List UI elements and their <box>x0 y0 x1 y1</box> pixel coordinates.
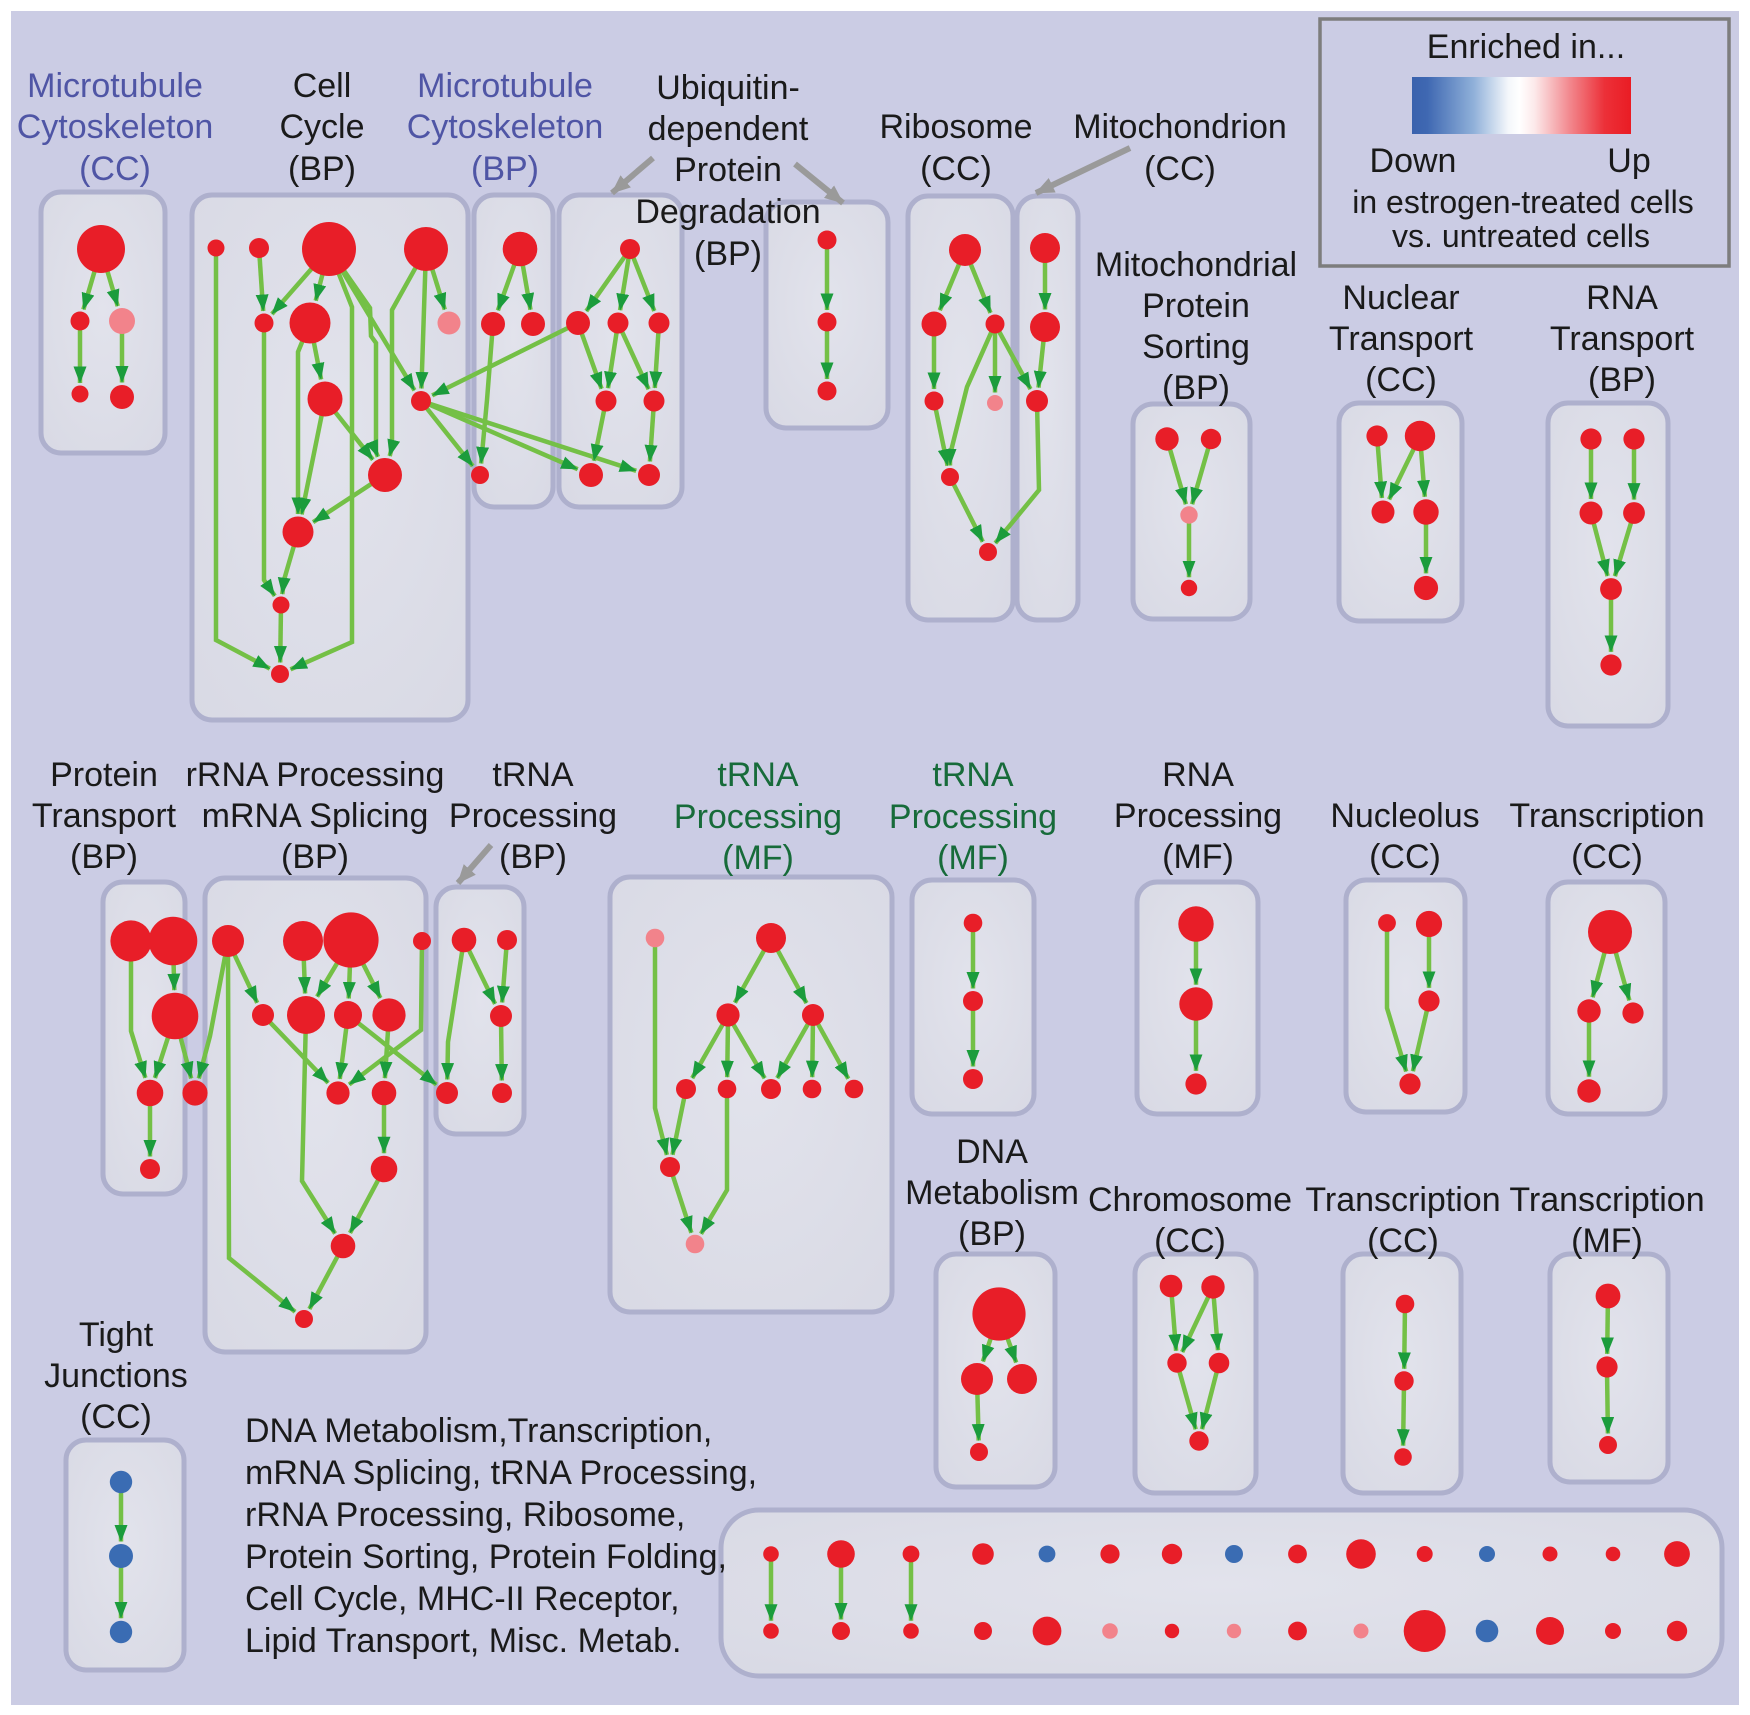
svg-text:RNA: RNA <box>1586 279 1658 317</box>
svg-text:(BP): (BP) <box>288 150 356 188</box>
svg-text:(BP): (BP) <box>694 235 762 273</box>
svg-text:DNA Metabolism,Transcription,: DNA Metabolism,Transcription, <box>245 1412 712 1450</box>
svg-text:(CC): (CC) <box>1369 838 1441 876</box>
svg-text:(CC): (CC) <box>920 150 992 188</box>
svg-text:mRNA Splicing: mRNA Splicing <box>202 797 429 835</box>
svg-text:Protein: Protein <box>674 151 782 189</box>
svg-text:tRNA: tRNA <box>717 756 799 794</box>
svg-text:(CC): (CC) <box>1365 361 1437 399</box>
svg-text:(BP): (BP) <box>499 838 567 876</box>
svg-text:Metabolism: Metabolism <box>905 1174 1079 1212</box>
svg-text:(CC): (CC) <box>80 1398 152 1436</box>
svg-text:Cell Cycle, MHC-II Receptor,: Cell Cycle, MHC-II Receptor, <box>245 1580 680 1618</box>
svg-text:Transcription: Transcription <box>1305 1181 1500 1219</box>
svg-text:(BP): (BP) <box>281 838 349 876</box>
svg-text:Nuclear: Nuclear <box>1342 279 1459 317</box>
svg-text:(CC): (CC) <box>1144 150 1216 188</box>
svg-text:Cycle: Cycle <box>279 108 364 146</box>
svg-text:(CC): (CC) <box>79 150 151 188</box>
svg-text:RNA: RNA <box>1162 756 1234 794</box>
svg-text:Cell: Cell <box>293 67 352 105</box>
svg-text:Processing: Processing <box>1114 797 1282 835</box>
svg-text:Ribosome: Ribosome <box>879 108 1032 146</box>
svg-text:Nucleolus: Nucleolus <box>1330 797 1479 835</box>
svg-text:Mitochondrion: Mitochondrion <box>1073 108 1287 146</box>
svg-text:dependent: dependent <box>648 110 809 148</box>
svg-text:Protein: Protein <box>50 756 158 794</box>
svg-text:Processing: Processing <box>674 798 842 836</box>
svg-text:Cytoskeleton: Cytoskeleton <box>407 108 604 146</box>
svg-text:Sorting: Sorting <box>1142 328 1250 366</box>
svg-text:Transport: Transport <box>1550 320 1695 358</box>
svg-text:Down: Down <box>1370 142 1457 180</box>
svg-text:rRNA Processing, Ribosome,: rRNA Processing, Ribosome, <box>245 1496 685 1534</box>
svg-text:Up: Up <box>1607 142 1650 180</box>
svg-text:Ubiquitin-: Ubiquitin- <box>656 69 800 107</box>
svg-text:Cytoskeleton: Cytoskeleton <box>17 108 214 146</box>
svg-text:(CC): (CC) <box>1571 838 1643 876</box>
svg-text:(BP): (BP) <box>70 838 138 876</box>
svg-text:(MF): (MF) <box>1571 1222 1643 1260</box>
svg-text:DNA: DNA <box>956 1133 1028 1171</box>
svg-text:Transport: Transport <box>32 797 177 835</box>
svg-text:(BP): (BP) <box>1588 361 1656 399</box>
svg-text:Microtubule: Microtubule <box>27 67 203 105</box>
svg-text:Junctions: Junctions <box>44 1357 188 1395</box>
svg-text:in estrogen-treated cells: in estrogen-treated cells <box>1352 184 1694 220</box>
svg-text:Transcription: Transcription <box>1509 797 1704 835</box>
svg-text:Chromosome: Chromosome <box>1088 1181 1292 1219</box>
svg-text:Transport: Transport <box>1329 320 1474 358</box>
svg-text:(BP): (BP) <box>471 150 539 188</box>
svg-text:Tight: Tight <box>79 1316 154 1354</box>
svg-text:Transcription: Transcription <box>1509 1181 1704 1219</box>
svg-text:Enriched in...: Enriched in... <box>1427 28 1625 66</box>
svg-text:vs. untreated cells: vs. untreated cells <box>1392 218 1650 254</box>
svg-text:(BP): (BP) <box>958 1215 1026 1253</box>
svg-text:rRNA Processing: rRNA Processing <box>186 756 445 794</box>
svg-text:tRNA: tRNA <box>932 756 1014 794</box>
svg-text:Microtubule: Microtubule <box>417 67 593 105</box>
svg-text:tRNA: tRNA <box>492 756 574 794</box>
svg-text:(MF): (MF) <box>722 839 794 877</box>
svg-text:Processing: Processing <box>889 798 1057 836</box>
svg-text:(MF): (MF) <box>1162 838 1234 876</box>
svg-text:Lipid Transport, Misc. Metab.: Lipid Transport, Misc. Metab. <box>245 1622 682 1660</box>
svg-text:Protein Sorting, Protein Foldi: Protein Sorting, Protein Folding, <box>245 1538 727 1576</box>
svg-text:(CC): (CC) <box>1154 1222 1226 1260</box>
svg-text:mRNA Splicing, tRNA Processing: mRNA Splicing, tRNA Processing, <box>245 1454 757 1492</box>
svg-text:(BP): (BP) <box>1162 369 1230 407</box>
svg-text:Processing: Processing <box>449 797 617 835</box>
svg-text:Mitochondrial: Mitochondrial <box>1095 246 1297 284</box>
svg-text:Degradation: Degradation <box>635 193 820 231</box>
svg-text:Protein: Protein <box>1142 287 1250 325</box>
svg-text:(MF): (MF) <box>937 839 1009 877</box>
svg-text:(CC): (CC) <box>1367 1222 1439 1260</box>
